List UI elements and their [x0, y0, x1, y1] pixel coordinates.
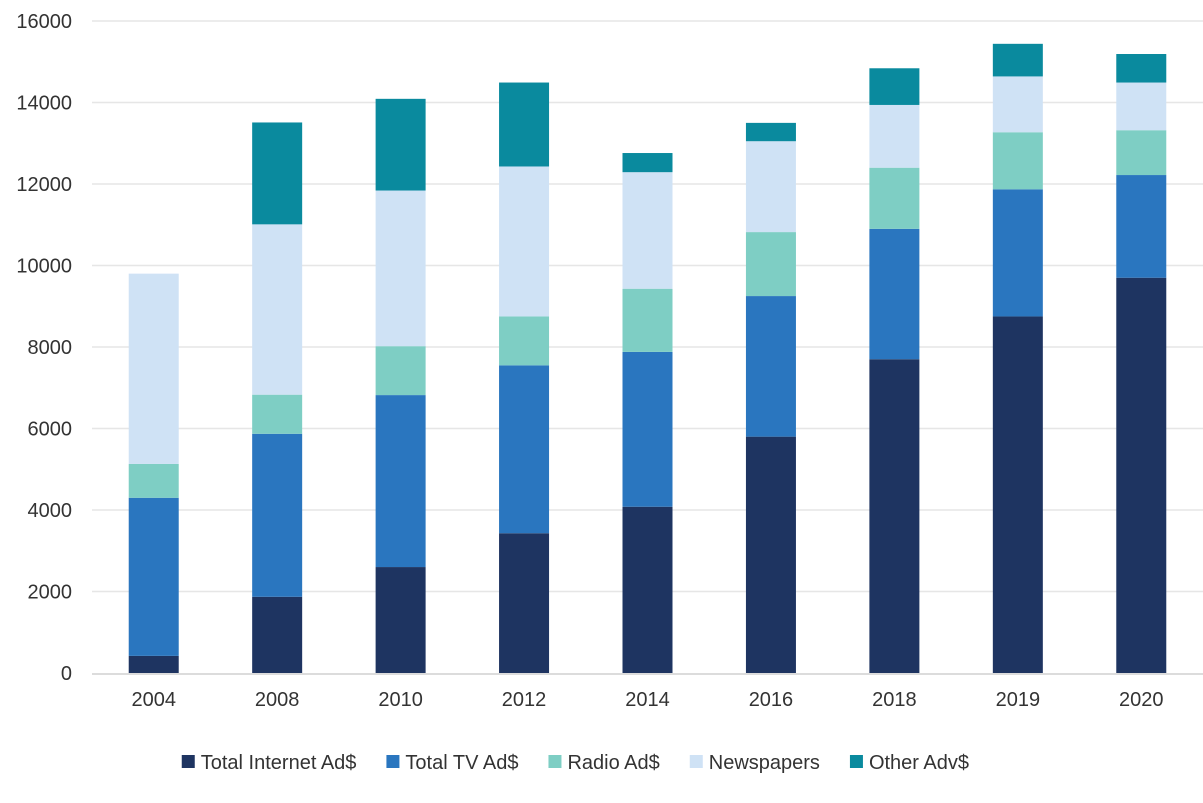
legend-label: Other Adv$	[869, 752, 969, 774]
bar-segment-total-tv-ad-2010	[375, 395, 426, 568]
bar-segment-radio-ad-2016	[745, 232, 796, 297]
bar-segment-newspapers-2008	[252, 224, 303, 395]
legend-label: Newspapers	[709, 752, 820, 774]
x-tick-label: 2008	[255, 689, 300, 711]
bar-segment-total-internet-ad-2012	[499, 533, 550, 673]
legend-label: Total Internet Ad$	[201, 752, 357, 774]
bar-segment-newspapers-2010	[375, 190, 426, 347]
bar-segment-other-adv-2010	[375, 98, 426, 191]
bar-segment-total-tv-ad-2019	[992, 189, 1043, 317]
bar-segment-total-tv-ad-2016	[745, 296, 796, 437]
bar-segment-radio-ad-2019	[992, 132, 1043, 190]
legend-swatch	[689, 755, 703, 768]
bar-segment-total-internet-ad-2018	[869, 359, 920, 673]
y-tick-label: 12000	[16, 174, 72, 196]
bar-segment-total-internet-ad-2010	[375, 567, 426, 673]
bar-segment-other-adv-2016	[745, 122, 796, 142]
bar-segment-total-tv-ad-2014	[622, 351, 673, 507]
legend-swatch	[386, 755, 400, 768]
bar-segment-other-adv-2014	[622, 153, 673, 173]
bar-segment-newspapers-2019	[992, 76, 1043, 133]
bar-segment-total-tv-ad-2018	[869, 228, 920, 360]
x-tick-label: 2020	[1119, 689, 1164, 711]
bar-segment-newspapers-2020	[1116, 82, 1167, 131]
legend-swatch	[548, 755, 562, 768]
bar-segment-newspapers-2004	[128, 273, 179, 464]
bar-segment-other-adv-2019	[992, 43, 1043, 77]
x-tick-label: 2010	[378, 689, 423, 711]
x-tick-label: 2016	[749, 689, 794, 711]
legend-swatch	[181, 755, 195, 768]
bar-segment-total-tv-ad-2008	[252, 433, 303, 597]
bar-segment-newspapers-2012	[499, 166, 550, 317]
bar-segment-radio-ad-2004	[128, 463, 179, 498]
bar-segment-total-tv-ad-2020	[1116, 175, 1167, 278]
bar-segment-total-internet-ad-2008	[252, 596, 303, 673]
bar-segment-newspapers-2018	[869, 104, 920, 168]
x-tick-label: 2019	[996, 689, 1041, 711]
bar-segment-radio-ad-2014	[622, 288, 673, 352]
bars	[128, 43, 1167, 673]
bar-segment-radio-ad-2012	[499, 316, 550, 366]
x-tick-label: 2018	[872, 689, 917, 711]
bar-segment-total-internet-ad-2004	[128, 655, 179, 673]
bar-segment-total-internet-ad-2016	[745, 436, 796, 673]
y-tick-label: 4000	[28, 500, 73, 522]
bar-segment-radio-ad-2008	[252, 394, 303, 434]
bar-segment-total-internet-ad-2020	[1116, 277, 1167, 673]
y-tick-label: 6000	[28, 419, 73, 441]
x-tick-label: 2004	[131, 689, 176, 711]
y-tick-label: 14000	[16, 93, 72, 115]
bar-segment-radio-ad-2020	[1116, 130, 1167, 176]
legend-label: Radio Ad$	[567, 752, 659, 774]
y-tick-label: 8000	[28, 337, 73, 359]
y-tick-label: 16000	[16, 11, 72, 33]
legend-swatch	[849, 755, 863, 768]
x-tick-label: 2012	[502, 689, 547, 711]
bar-segment-total-tv-ad-2012	[499, 365, 550, 534]
bar-segment-total-tv-ad-2004	[128, 497, 179, 656]
bar-segment-radio-ad-2018	[869, 167, 920, 229]
bar-segment-newspapers-2016	[745, 141, 796, 233]
bar-segment-other-adv-2012	[499, 82, 550, 167]
legend-label: Total TV Ad$	[405, 752, 518, 774]
bar-segment-other-adv-2020	[1116, 54, 1167, 83]
bar-segment-other-adv-2008	[252, 122, 303, 225]
bar-segment-total-internet-ad-2019	[992, 316, 1043, 673]
bar-segment-total-internet-ad-2014	[622, 506, 673, 673]
bar-segment-other-adv-2018	[869, 68, 920, 105]
bar-segment-newspapers-2014	[622, 172, 673, 289]
axes: 0 2000 4000 6000 8000 10000 12000 14000 16000 200…	[16, 11, 1203, 711]
y-tick-label: 0	[61, 663, 72, 685]
legend: Total Internet Ad$ Total TV Ad$ Radio Ad$ N…	[181, 752, 969, 774]
bar-segment-radio-ad-2010	[375, 346, 426, 396]
y-tick-label: 10000	[16, 256, 72, 278]
x-tick-label: 2014	[625, 689, 670, 711]
y-tick-label: 2000	[28, 582, 73, 604]
